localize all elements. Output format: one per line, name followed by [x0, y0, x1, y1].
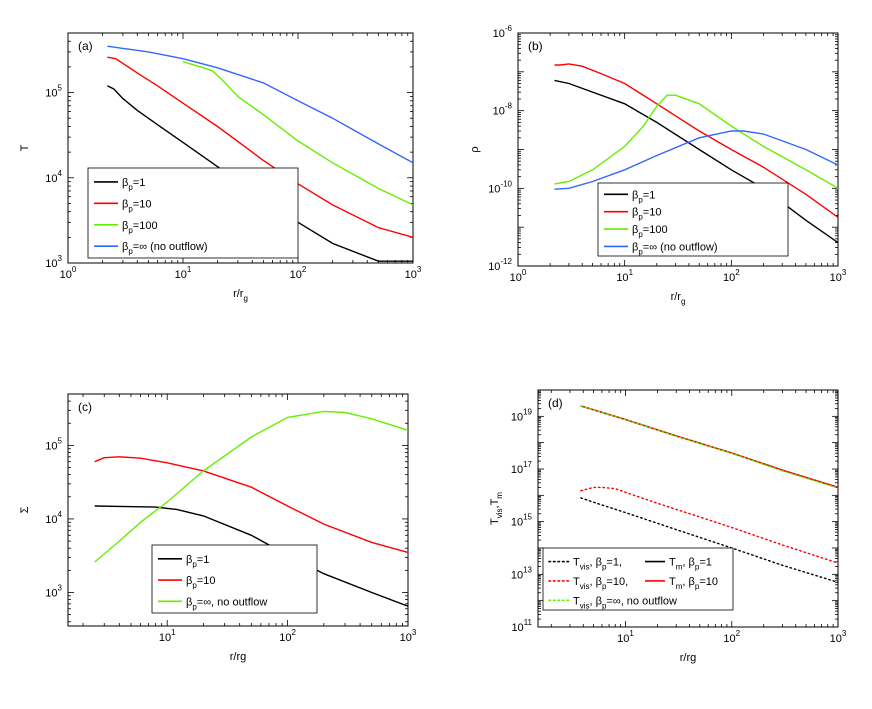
x-axis-label: r/rg	[680, 652, 697, 664]
legend-entry: βp=10	[186, 575, 215, 590]
panel-b: 100 101 102 103 10-12 10-10 10-8 10-6 r/rg ρ (b) βp…	[469, 24, 847, 306]
panel-c: 101 102 103 103 104 105 r/rg Σ (c) βp=1 βp=10 βp=∞,…	[19, 393, 417, 663]
legend-box	[542, 547, 734, 611]
y-tick-label: 103	[45, 254, 62, 270]
x-tick-label: 103	[830, 629, 847, 645]
legend-entry: Tm, βp=1	[669, 557, 712, 572]
x-tick-label: 102	[723, 268, 740, 284]
series-line-β_p=1	[107, 85, 413, 262]
x-tick-label: 102	[290, 265, 307, 281]
legend-entry: βp=100	[632, 224, 668, 239]
y-tick-label: 104	[45, 169, 62, 185]
x-tick-label: 103	[405, 265, 422, 281]
legend-entry: Tvis, βp=1,	[573, 557, 622, 572]
y-axis-label: Σ	[19, 506, 31, 513]
y-axis-label: T	[19, 144, 31, 151]
legend-entry: Tvis, βp=10,	[573, 576, 628, 591]
series-line-β_p=10	[94, 456, 408, 554]
plot-frame	[537, 389, 839, 628]
series-line-β_p=100	[554, 94, 838, 189]
y-tick-label: 1017	[511, 460, 533, 476]
legend: βp=1 βp=10 βp=∞, no outflow	[151, 544, 318, 614]
x-tick-label: 100	[60, 265, 77, 281]
x-tick-label: 103	[830, 268, 847, 284]
panel-a: 100 101 102 103103104105r/rgT(a)βp=1βp=10βp…	[19, 32, 422, 303]
legend-entry: βp=1	[122, 177, 145, 192]
y-tick-label: 10-10	[488, 179, 512, 195]
x-tick-label: 100	[510, 268, 527, 284]
series-line-β_p=∞, no outflow	[94, 410, 408, 563]
x-tick-label: 101	[617, 629, 634, 645]
y-tick-label: 1011	[511, 618, 532, 634]
legend: Tvis, βp=1, Tm, βp=1 Tvis, βp=10, Tm, βp=10…	[542, 547, 734, 611]
panel-label: (d)	[548, 396, 563, 410]
legend-entry: βp=10	[122, 198, 151, 213]
legend-entry: βp=10	[632, 207, 661, 222]
series-line-β_p=100	[182, 61, 413, 206]
legend-entry: βp=1	[632, 189, 655, 204]
panel-label: (b)	[528, 39, 543, 53]
y-tick-label: 104	[45, 510, 62, 526]
legend-entry: Tvis, βp=∞, no outflow	[573, 595, 677, 610]
legend-box	[597, 182, 789, 257]
y-tick-label: 10-8	[493, 102, 513, 118]
y-tick-label: 103	[45, 583, 62, 599]
x-tick-label: 101	[159, 628, 176, 644]
series-line-β_p=∞ (no outflow)	[554, 130, 838, 190]
x-tick-label: 103	[400, 628, 417, 644]
x-tick-label: 102	[279, 628, 296, 644]
series-line-β_p=10	[107, 56, 413, 238]
y-tick-label: 10-12	[488, 257, 512, 273]
plot-frame	[67, 393, 409, 627]
x-tick-label: 101	[175, 265, 192, 281]
x-axis-label: r/rg	[230, 651, 247, 663]
y-tick-label: 105	[45, 436, 62, 452]
panel-d: 101 102 103 1011 1013 1015 1017 1019 r/rg Tvis,Tm…	[489, 389, 847, 664]
legend-box	[87, 167, 299, 259]
y-tick-label: 1019	[511, 407, 533, 423]
y-axis-label: ρ	[469, 146, 481, 152]
series-line-T_vis, β_p=∞, no outflow	[580, 405, 838, 489]
legend-entry: βp=100	[122, 220, 158, 235]
y-tick-label: 1015	[511, 513, 533, 529]
y-tick-label: 105	[45, 84, 62, 100]
series-line-β_p=10	[554, 63, 838, 218]
legend-entry: βp=∞ (no outflow)	[632, 241, 718, 256]
plot-frame	[67, 32, 414, 264]
legend: βp=1 βp=10 βp=100 βp=∞ (no outflow)	[87, 167, 299, 259]
y-tick-label: 1013	[511, 565, 533, 581]
series-line-T_vis, β_p=10	[580, 486, 838, 564]
y-tick-label: 10-6	[493, 24, 513, 40]
legend-entry: βp=∞ (no outflow)	[122, 241, 208, 256]
panel-label: (a)	[78, 39, 93, 53]
y-axis-label: Tvis,Tm	[489, 492, 504, 525]
panel-label: (c)	[78, 400, 92, 414]
series-line-T_vis, β_p=1	[580, 497, 838, 583]
series-line-β_p=∞ (no outflow)	[107, 45, 413, 164]
x-tick-label: 102	[723, 629, 740, 645]
x-axis-label: r/rg	[671, 291, 686, 306]
legend-entry: βp=1	[186, 554, 209, 569]
legend-entry: βp=∞, no outflow	[186, 596, 267, 611]
legend-entry: Tm, βp=10	[669, 576, 718, 591]
series-line-β_p=1	[94, 505, 408, 607]
x-tick-label: 101	[616, 268, 633, 284]
x-axis-label: r/rg	[233, 288, 248, 303]
legend: βp=1 βp=10 βp=100 βp=∞ (no outflow)	[597, 182, 789, 257]
